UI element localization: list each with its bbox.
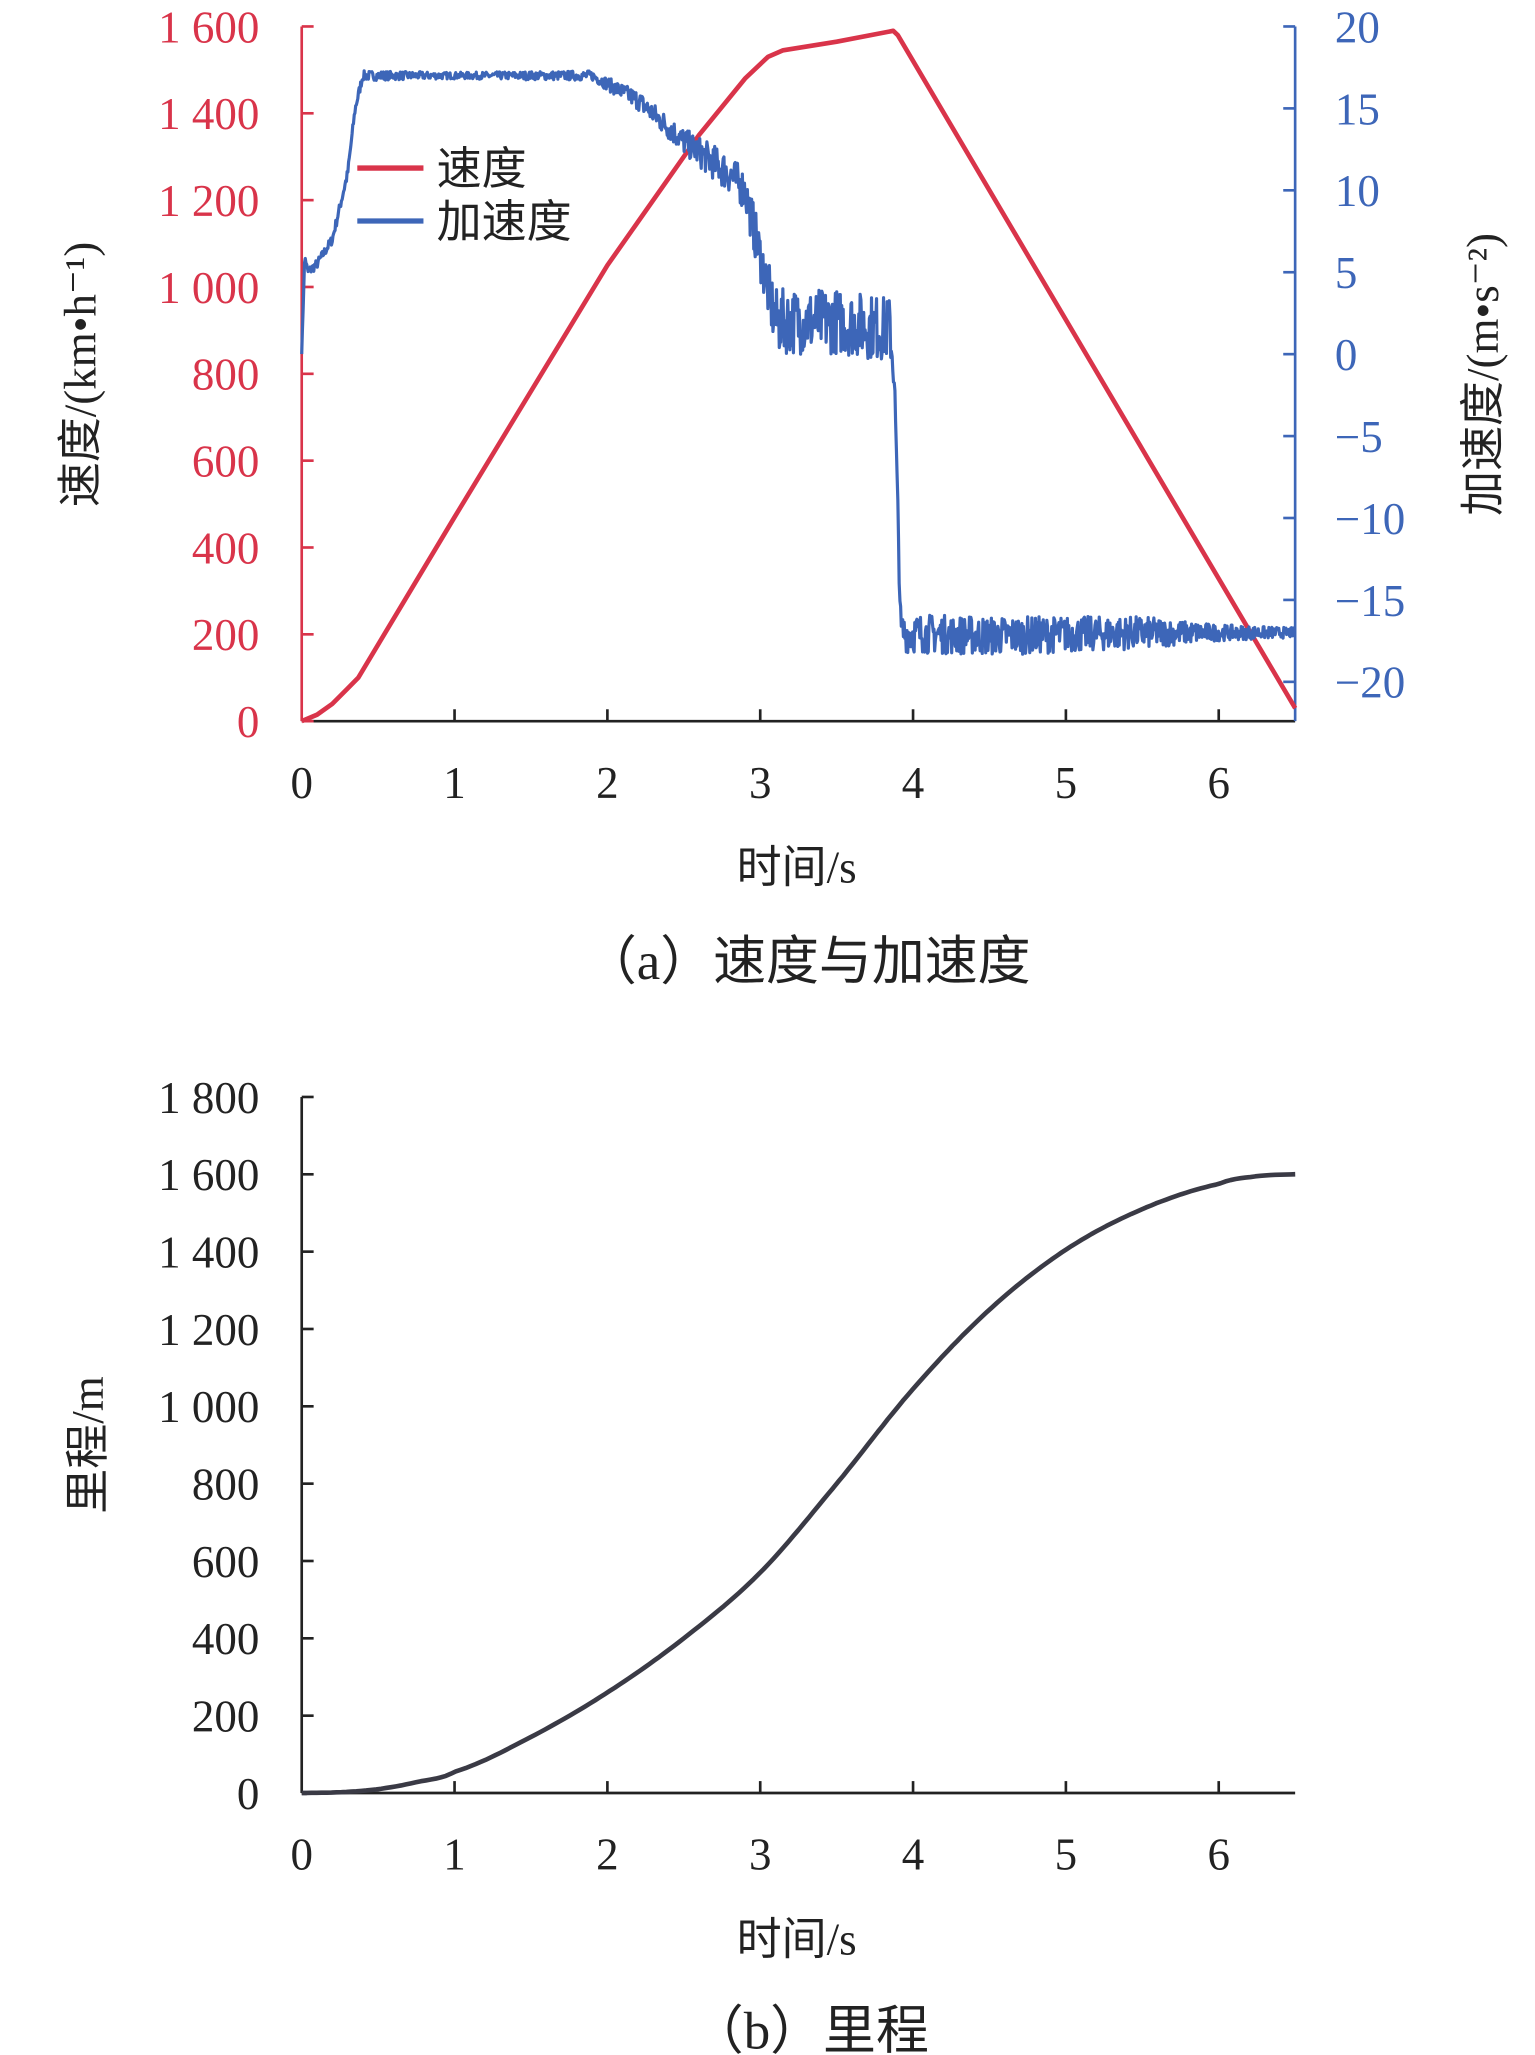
y2-tick-label: −20 — [1335, 658, 1405, 708]
series-line-speed — [300, 28, 1298, 724]
x-tick-label: 0 — [290, 1830, 313, 1880]
x-tick-label: 5 — [1055, 758, 1078, 808]
legend: 速度 加速度 — [357, 144, 572, 247]
y-tick-label: 400 — [192, 1614, 259, 1664]
series-line-distance — [301, 1171, 1296, 1796]
y2-axis-title-a: 加速度/(m•s⁻²) — [1458, 233, 1508, 516]
y-tick-label: 1 000 — [158, 1382, 259, 1432]
y-tick-label: 0 — [237, 697, 259, 747]
legend-label-speed: 速度 — [437, 144, 527, 194]
chart-distance: （b）里程 时间/s 里程/m 0 200 400 600 800 1 000 1 200 1… — [63, 1073, 1296, 2055]
y2-tick-label: −15 — [1335, 576, 1405, 626]
y-tick-label: 1 400 — [158, 1228, 259, 1278]
x-tick-label: 6 — [1207, 1830, 1230, 1880]
y2-tick-label: 5 — [1335, 248, 1357, 298]
y-tick-label: 400 — [192, 523, 259, 573]
x-tick-label: 0 — [290, 758, 313, 808]
x-tick-label: 5 — [1055, 1830, 1078, 1880]
y-tick-label: 0 — [237, 1769, 259, 1819]
y-tick-label: 1 400 — [158, 89, 259, 139]
y-tick-label: 1 000 — [158, 263, 259, 313]
y2-tick-label: 20 — [1335, 2, 1380, 52]
y-tick-label: 1 200 — [158, 176, 259, 226]
y2-tick-label: 0 — [1335, 330, 1357, 380]
x-tick-label: 6 — [1207, 758, 1230, 808]
y-tick-label: 600 — [192, 1537, 259, 1587]
chart-speed-acceleration: （a）速度与加速度 时间/s 速度/(km•h⁻¹) 加速度/(m•s⁻²) 速… — [55, 2, 1508, 991]
legend-label-accel: 加速度 — [437, 197, 572, 247]
y-tick-label: 800 — [192, 1460, 259, 1510]
y-tick-label: 1 800 — [158, 1073, 259, 1123]
y-tick-label: 1 200 — [158, 1305, 259, 1355]
x-tick-label: 1 — [443, 1830, 466, 1880]
x-axis-title-a: 时间/s — [737, 843, 857, 893]
y-axis-title-a: 速度/(km•h⁻¹) — [55, 242, 105, 507]
x-tick-label: 1 — [443, 758, 466, 808]
y-tick-label: 800 — [192, 350, 259, 400]
y-tick-label: 200 — [192, 610, 259, 660]
y2-tick-label: −10 — [1335, 494, 1405, 544]
caption-b: （b）里程 — [691, 2002, 929, 2055]
y2-tick-label: 10 — [1335, 166, 1380, 216]
x-axis-title-b: 时间/s — [737, 1914, 857, 1964]
series-line-acceleration — [300, 69, 1297, 656]
x-tick-label: 3 — [749, 758, 772, 808]
y-tick-label: 200 — [192, 1692, 259, 1742]
y2-tick-label: −5 — [1335, 412, 1383, 462]
y-tick-label: 1 600 — [158, 2, 259, 52]
y-tick-label: 1 600 — [158, 1150, 259, 1200]
x-tick-label: 4 — [902, 1830, 925, 1880]
y-axis-title-b: 里程/m — [63, 1376, 113, 1513]
x-tick-label: 4 — [902, 758, 925, 808]
y2-tick-label: 15 — [1335, 84, 1380, 134]
x-tick-label: 2 — [596, 1830, 619, 1880]
x-tick-label: 3 — [749, 1830, 772, 1880]
caption-a: （a）速度与加速度 — [584, 933, 1031, 991]
y-tick-label: 600 — [192, 437, 259, 487]
x-tick-label: 2 — [596, 758, 619, 808]
